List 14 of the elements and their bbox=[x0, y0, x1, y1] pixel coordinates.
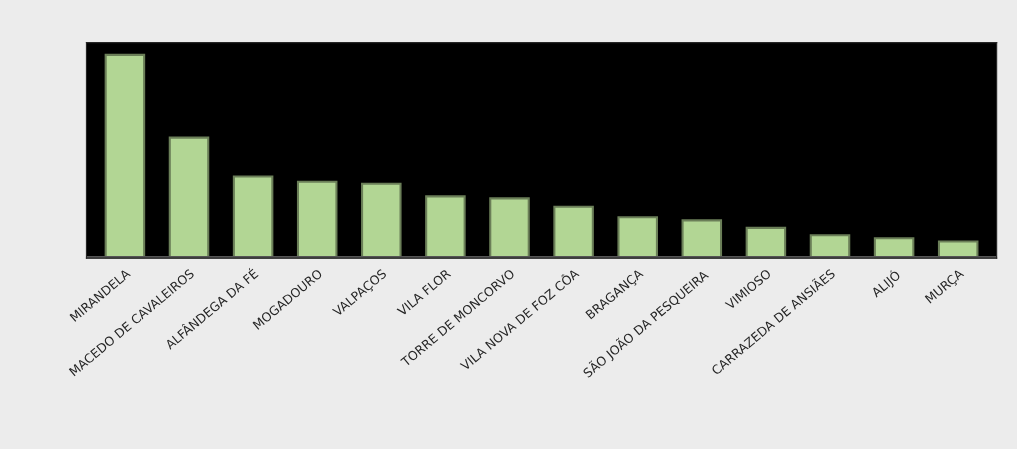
bar bbox=[553, 205, 594, 259]
bar bbox=[425, 195, 466, 259]
bar bbox=[617, 216, 658, 259]
bar bbox=[809, 234, 851, 259]
bar bbox=[168, 136, 210, 259]
bar bbox=[232, 175, 274, 259]
bar bbox=[104, 53, 146, 259]
bar bbox=[873, 237, 915, 259]
bar bbox=[681, 219, 723, 259]
bar bbox=[489, 197, 530, 259]
bar bbox=[745, 226, 787, 259]
bar bbox=[296, 180, 338, 259]
bar bbox=[361, 182, 402, 259]
bar bbox=[937, 240, 979, 259]
